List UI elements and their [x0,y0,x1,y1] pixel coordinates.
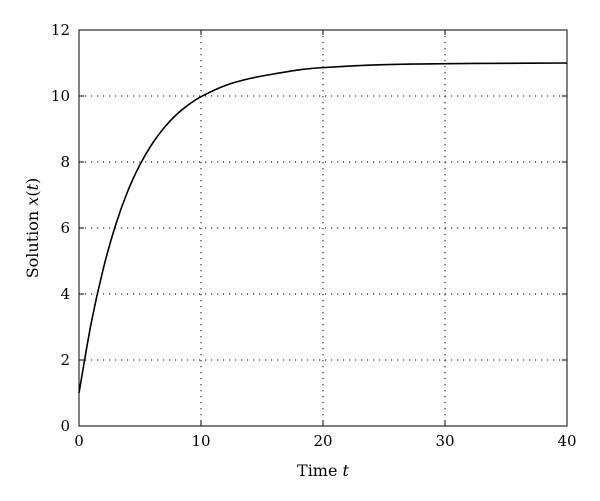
y-axis-label-arg: t [23,183,42,190]
x-tick-label: 0 [74,432,84,450]
x-tick-labels: 0 10 20 30 40 [74,432,576,450]
y-axis-label-open: ( [23,190,42,196]
x-tick-label: 10 [191,432,210,450]
y-axis-label-close: ) [23,178,42,184]
x-axis-label: Time t [297,461,350,480]
series-layer [78,62,568,394]
x-axis-label-text: Time [297,461,343,480]
y-axis-label-text: Solution [23,206,42,279]
y-tick-label: 4 [60,285,70,303]
x-tick-label: 20 [313,432,332,450]
y-axis-label: Solution x(t) [23,178,42,279]
y-tick-label: 6 [60,219,70,237]
grid-lines [79,30,567,426]
y-tick-labels: 0 2 4 6 8 10 12 [51,21,70,435]
x-axis-label-var: t [343,461,350,480]
x-tick-label: 40 [557,432,576,450]
y-tick-label: 10 [51,87,70,105]
y-tick-label: 2 [60,351,70,369]
y-tick-label: 12 [51,21,70,39]
x-tick-label: 30 [435,432,454,450]
y-tick-label: 8 [60,153,70,171]
plot-frame [78,29,568,427]
series-line [78,62,568,394]
y-tick-label: 0 [60,417,70,435]
y-axis-label-var: x [23,197,42,206]
